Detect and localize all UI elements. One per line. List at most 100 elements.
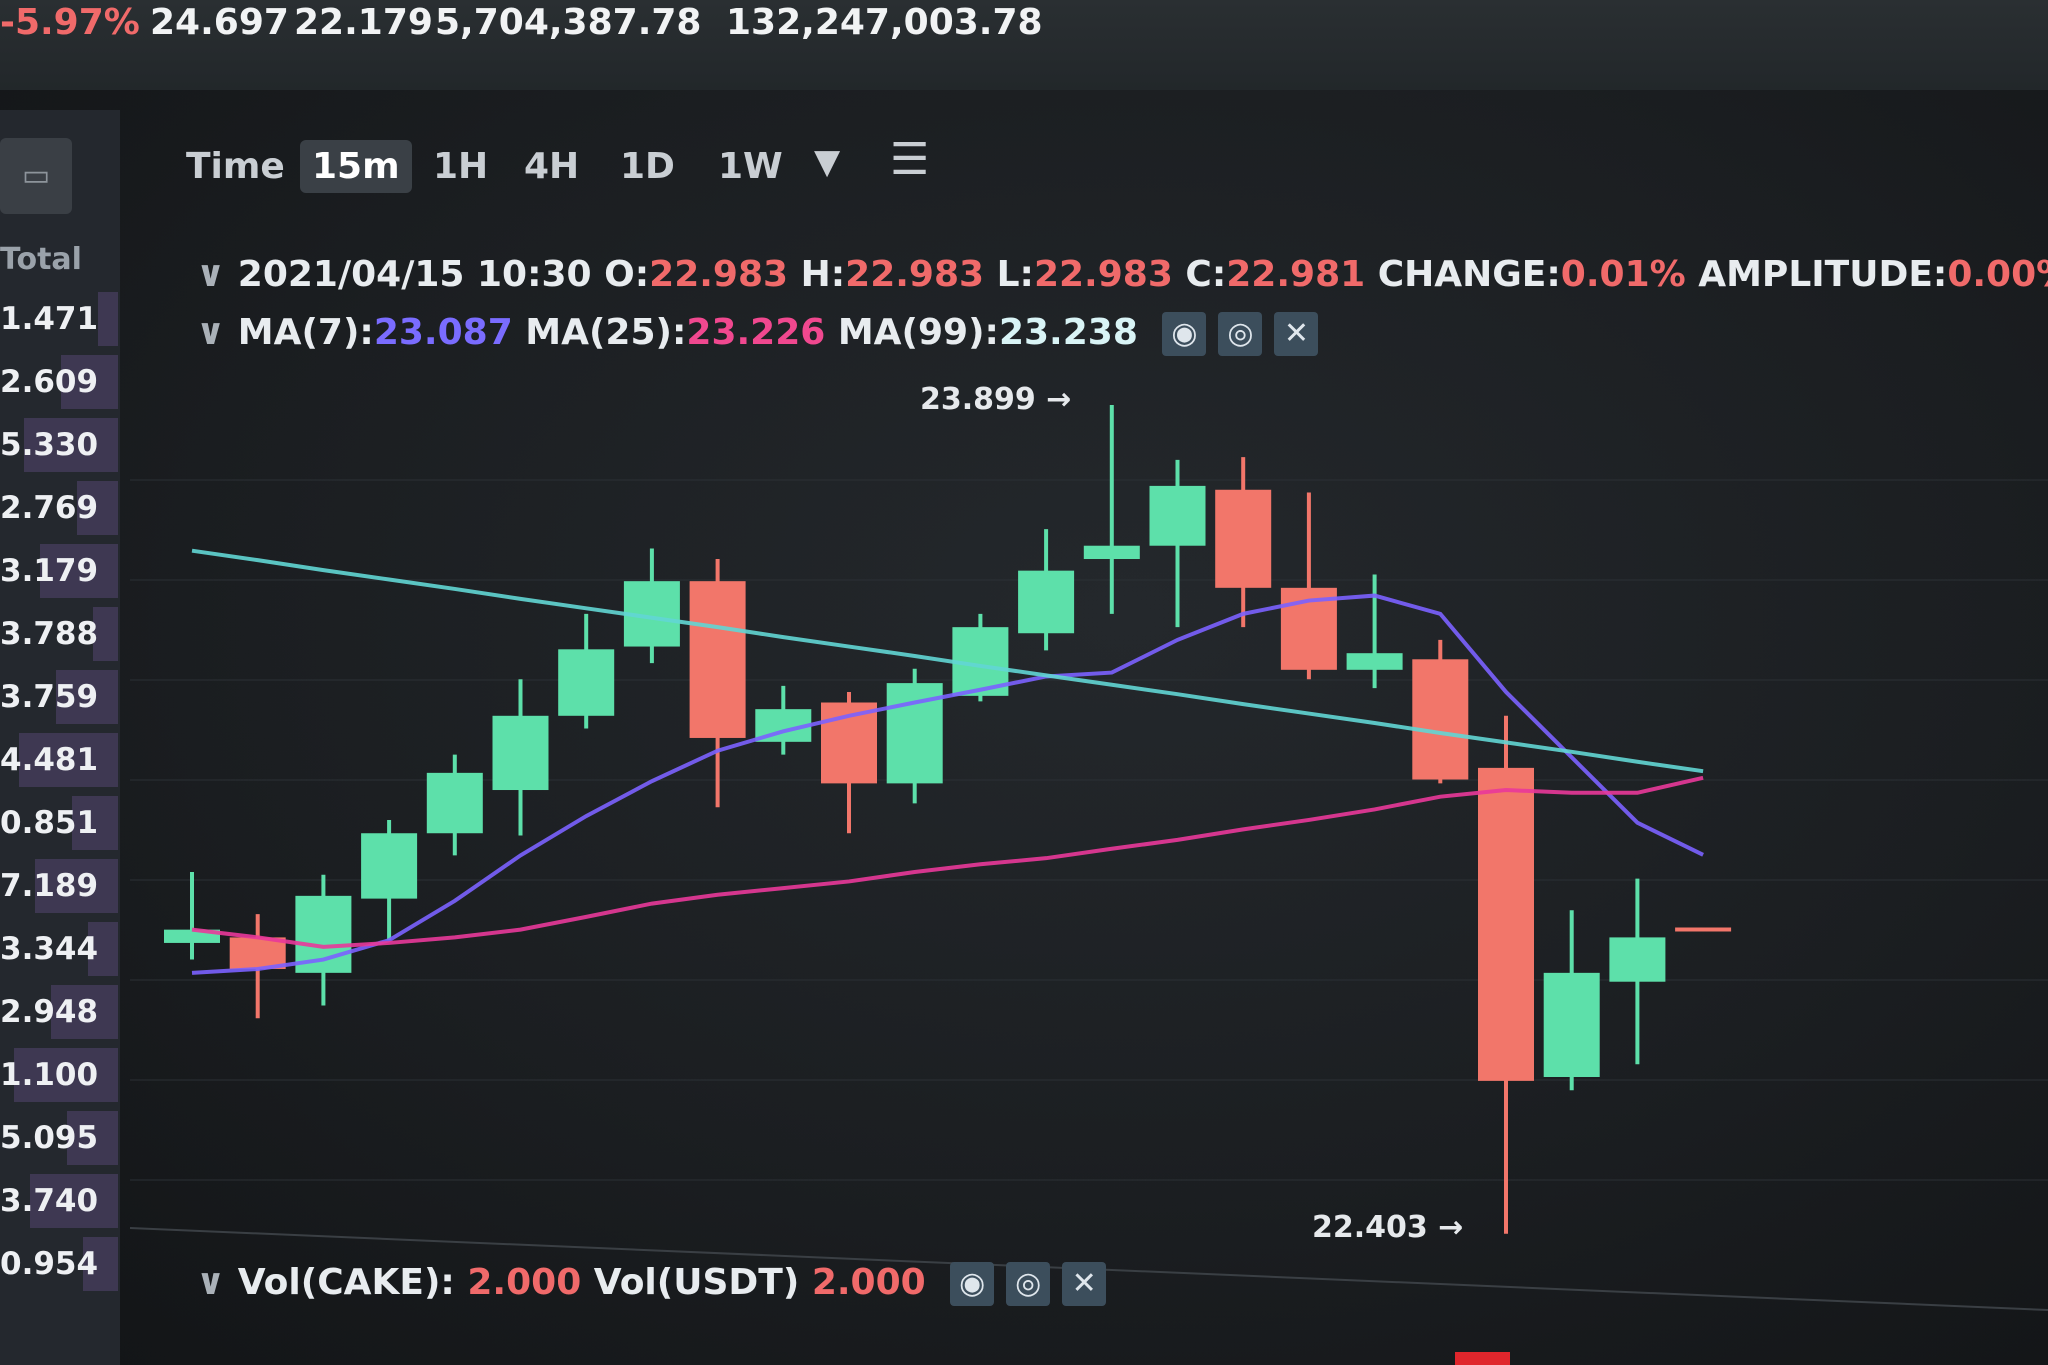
depth-bar	[19, 733, 118, 787]
candle-body	[558, 649, 615, 716]
tab-interval-15m[interactable]: 15m	[300, 140, 412, 193]
tab-interval-1H[interactable]: 1H	[433, 146, 489, 187]
indicator-settings-icon[interactable]: ☰	[890, 134, 930, 185]
depth-bar	[61, 355, 118, 409]
ma25-value: 23.226	[686, 312, 826, 353]
order-book-total: 2.769	[0, 490, 99, 526]
ma7-label: MA(7):	[237, 312, 374, 353]
ticker-volume-base: 5,704,387.78	[435, 2, 702, 43]
print-icon[interactable]: ▭	[0, 138, 72, 214]
settings-icon[interactable]: ◎	[1218, 312, 1263, 356]
order-book-row[interactable]: 5.330	[0, 416, 118, 474]
collapse-chevron-icon[interactable]: ∨	[196, 1262, 226, 1303]
low-annotation-value: 22.403	[1312, 1210, 1428, 1245]
depth-bar	[24, 418, 118, 472]
candle-body	[1018, 570, 1075, 634]
order-book-row[interactable]: 3.788	[0, 605, 118, 663]
depth-bar	[88, 922, 118, 976]
order-book-total: 5.330	[0, 427, 99, 463]
order-book-row[interactable]: 3.179	[0, 542, 118, 600]
ma-line-ma7	[191, 593, 1704, 975]
order-book-total: 4.481	[0, 742, 99, 778]
order-book-row[interactable]: 4.481	[0, 731, 118, 789]
collapse-chevron-icon[interactable]: ∨	[196, 312, 226, 353]
order-book-row[interactable]: 1.471	[0, 290, 118, 348]
close-label: C:	[1185, 254, 1227, 295]
collapse-chevron-icon[interactable]: ∨	[196, 254, 226, 295]
ohlc-row: ∨ 2021/04/15 10:30 O:22.983 H:22.983 L:2…	[196, 254, 2048, 295]
settings-icon[interactable]: ◎	[1006, 1262, 1051, 1306]
ticker-high: 24.697	[150, 2, 289, 43]
ticker-change: -5.97%	[0, 2, 140, 43]
depth-bar	[51, 985, 118, 1039]
order-book-total: 1.471	[0, 301, 99, 337]
open-label: O:	[604, 254, 650, 295]
volume-bar	[1455, 1352, 1510, 1365]
high-label: H:	[800, 254, 846, 295]
low-label: L:	[996, 254, 1034, 295]
candle-body	[689, 581, 746, 738]
tab-time[interactable]: Time	[186, 146, 285, 187]
order-book-total: 0.954	[0, 1246, 99, 1282]
tab-interval-1W[interactable]: 1W	[718, 146, 783, 187]
ma99-value: 23.238	[998, 312, 1138, 353]
order-book-row[interactable]: 2.769	[0, 479, 118, 537]
close-icon[interactable]: ✕	[1062, 1262, 1107, 1306]
order-book-row[interactable]: 2.609	[0, 353, 118, 411]
order-book-row[interactable]: 5.095	[0, 1109, 118, 1167]
close-icon[interactable]: ✕	[1274, 312, 1319, 356]
eye-icon[interactable]: ◉	[950, 1262, 995, 1306]
order-book-total: 3.759	[0, 679, 99, 715]
tab-interval-4H[interactable]: 4H	[524, 146, 580, 187]
candle-body	[492, 715, 549, 791]
vol-base-value: 2.000	[467, 1262, 582, 1303]
ma25-label: MA(25):	[525, 312, 687, 353]
ticker-bar	[0, 0, 2048, 90]
order-book-total: 3.788	[0, 616, 99, 652]
candle-body	[1478, 767, 1534, 1081]
eye-icon[interactable]: ◉	[1162, 312, 1207, 356]
candle-body	[361, 833, 418, 899]
order-book-total: 5.095	[0, 1120, 99, 1156]
order-book-row[interactable]: 0.954	[0, 1235, 118, 1293]
order-book-row[interactable]: 3.759	[0, 668, 118, 726]
order-book-total: 2.948	[0, 994, 99, 1030]
low-value: 22.983	[1033, 254, 1173, 295]
depth-bar	[35, 859, 118, 913]
ma-line-ma99	[191, 548, 1704, 774]
candle-body	[1543, 972, 1600, 1078]
high-annotation-value: 23.899	[920, 382, 1036, 417]
low-annotation: 22.403 →	[1312, 1210, 1464, 1245]
order-book-row[interactable]: 2.948	[0, 983, 118, 1041]
volume-row: ∨ Vol(CAKE): 2.000 Vol(USDT) 2.000 ◉ ◎ ✕	[196, 1262, 1107, 1306]
ma99-label: MA(99):	[837, 312, 999, 353]
amplitude-value: 0.00%	[1947, 254, 2048, 295]
ma7-value: 23.087	[373, 312, 513, 353]
candle-body	[1215, 489, 1272, 588]
tab-interval-1D[interactable]: 1D	[620, 146, 675, 187]
depth-bar	[93, 607, 118, 661]
candle-body	[1346, 653, 1403, 670]
candle-body	[229, 937, 286, 969]
order-book-row[interactable]: 1.100	[0, 1046, 118, 1104]
order-book-total: 3.344	[0, 931, 99, 967]
order-book-total: 0.851	[0, 805, 99, 841]
depth-bar	[72, 796, 118, 850]
order-book-row[interactable]: 3.344	[0, 920, 118, 978]
depth-bar	[83, 1237, 118, 1291]
candle-body	[426, 772, 483, 834]
change-value: 0.01%	[1560, 254, 1686, 295]
depth-bar	[40, 544, 118, 598]
vol-quote-label: Vol(USDT)	[593, 1262, 800, 1303]
vol-base-label: Vol(CAKE):	[237, 1262, 455, 1303]
order-book-total: 1.100	[0, 1057, 99, 1093]
order-book-row[interactable]: 7.189	[0, 857, 118, 915]
amplitude-label: AMPLITUDE:	[1698, 254, 1948, 295]
order-book-row[interactable]: 0.851	[0, 794, 118, 852]
order-book-row[interactable]: 3.740	[0, 1172, 118, 1230]
depth-bar	[77, 481, 118, 535]
depth-bar	[67, 1111, 118, 1165]
more-intervals-dropdown-icon[interactable]: ▼	[814, 142, 841, 182]
ma-line-ma25	[191, 775, 1704, 949]
ticker-volume-quote: 132,247,003.78	[726, 2, 1043, 43]
